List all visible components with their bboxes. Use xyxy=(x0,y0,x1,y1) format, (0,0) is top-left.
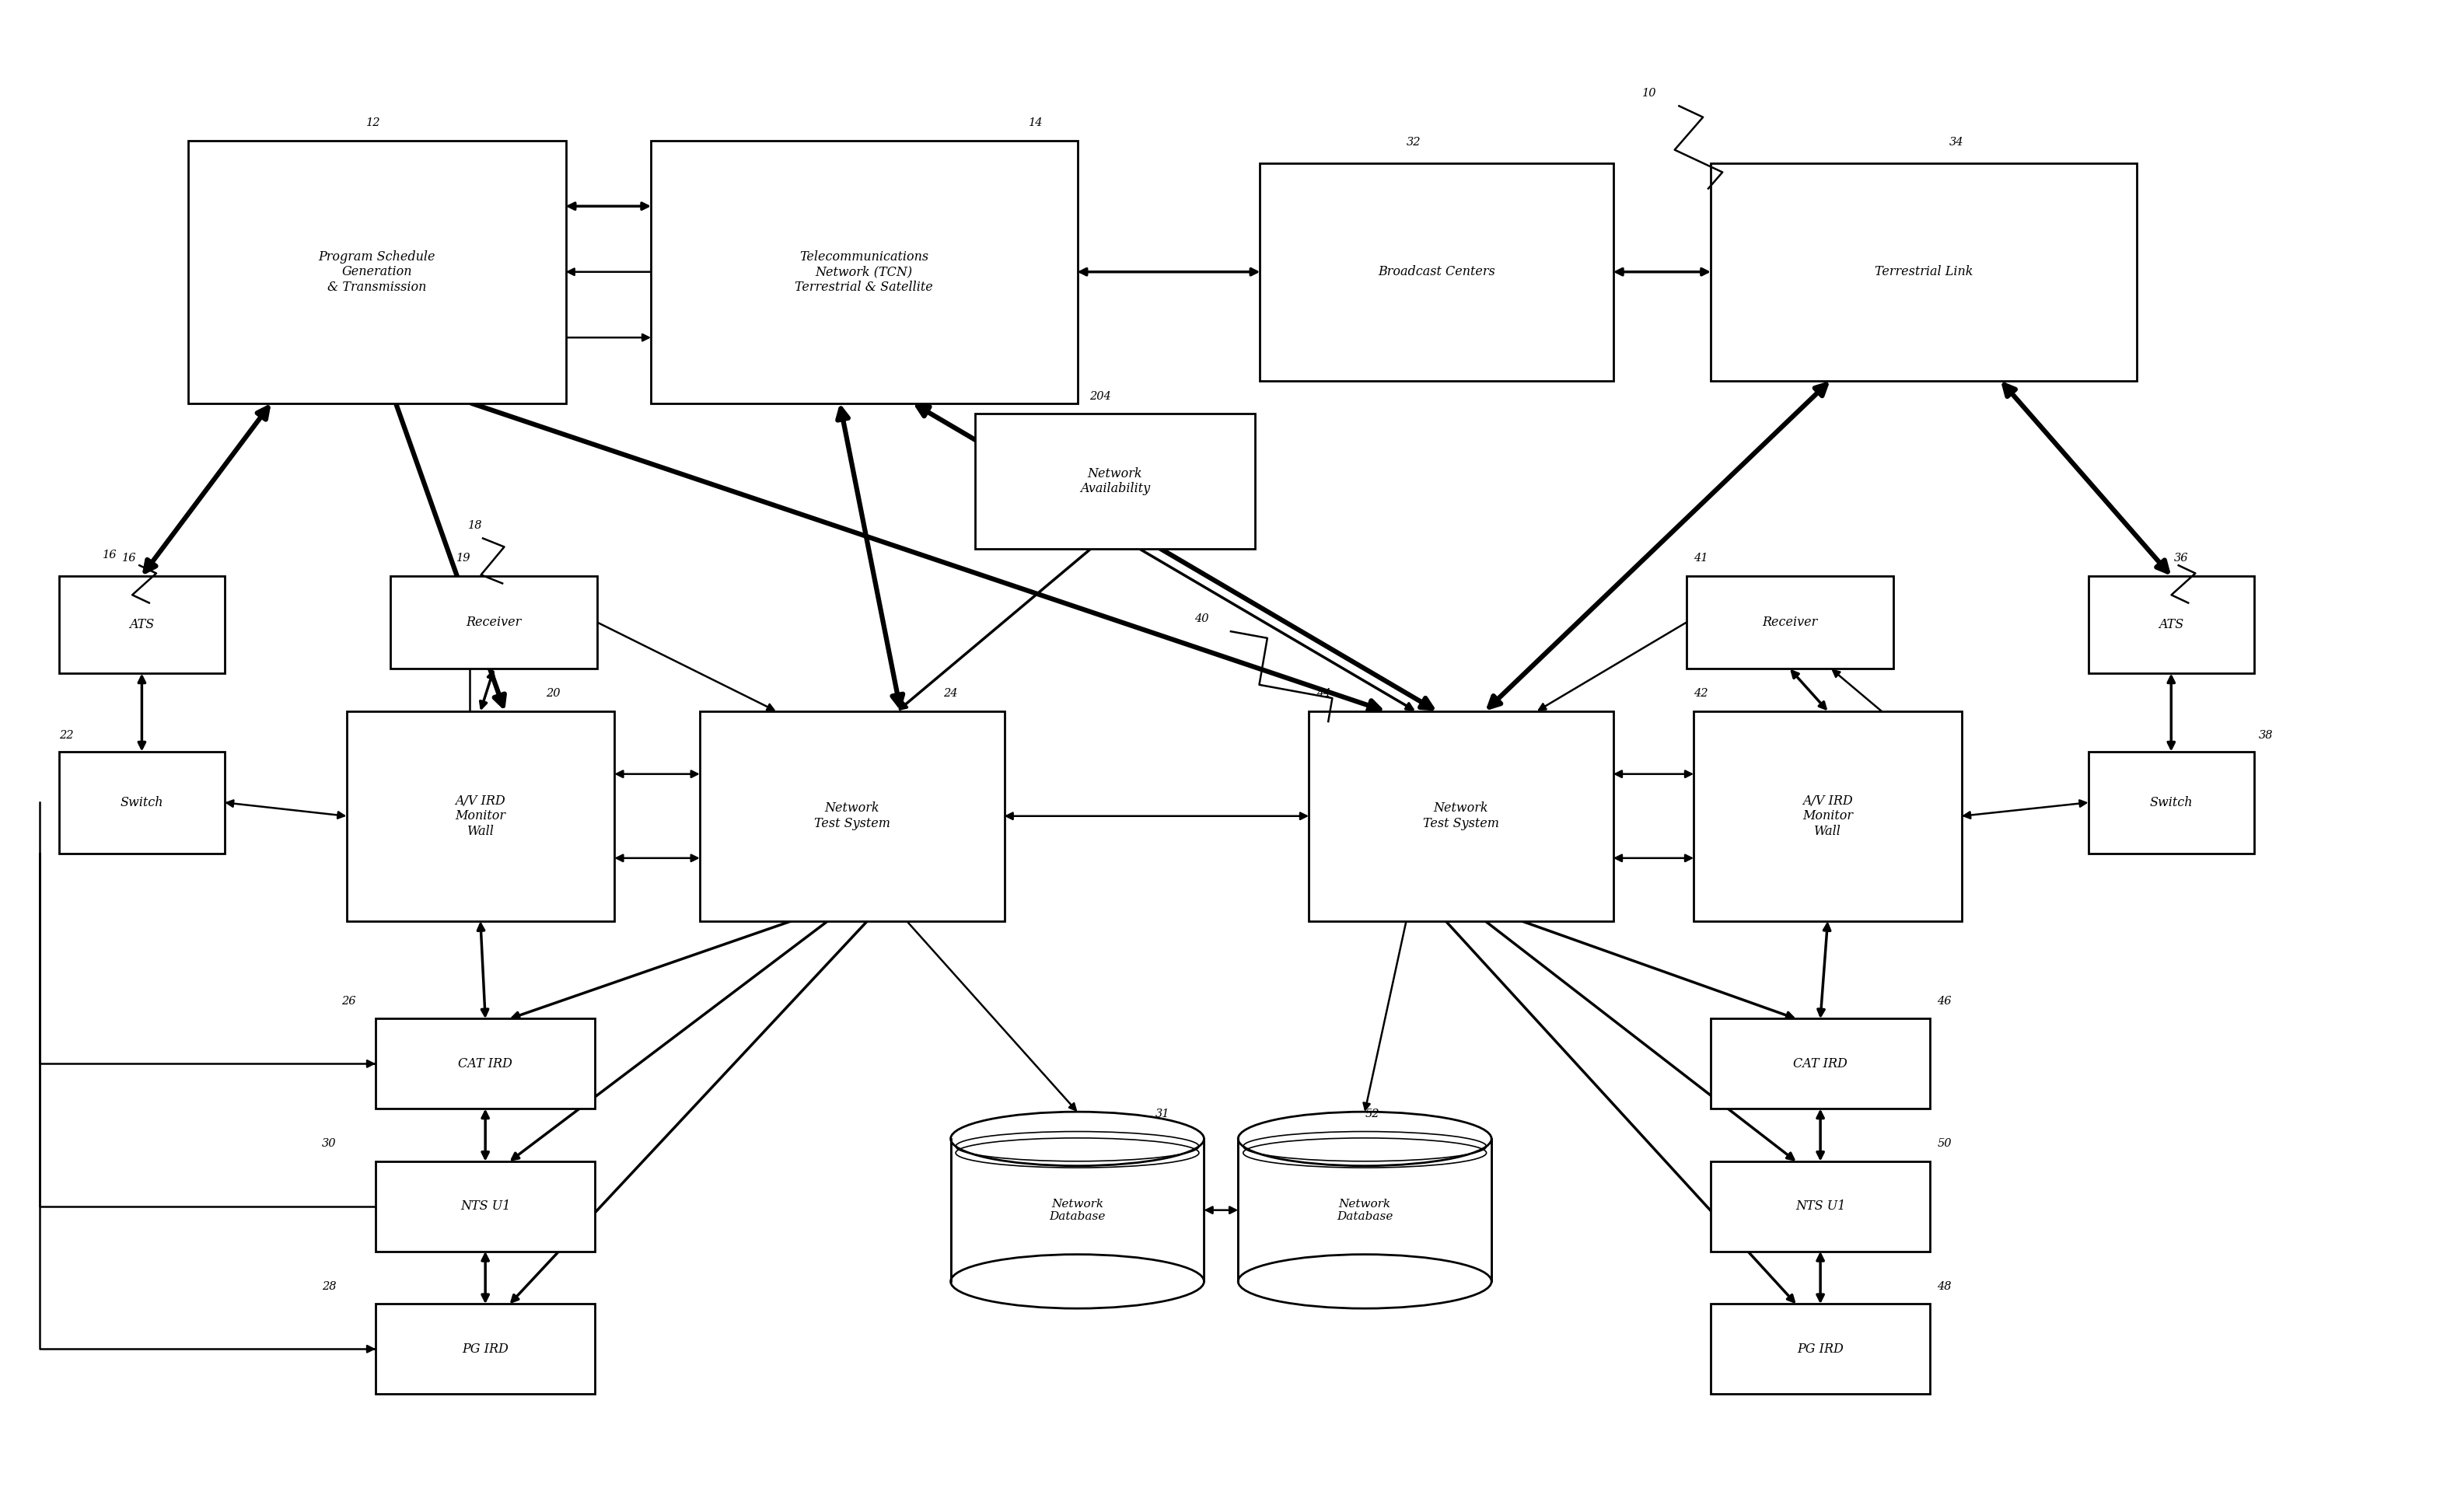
Text: 20: 20 xyxy=(546,688,560,699)
FancyBboxPatch shape xyxy=(377,1019,595,1108)
Text: Network
Test System: Network Test System xyxy=(815,801,891,830)
Ellipse shape xyxy=(1238,1255,1493,1308)
FancyBboxPatch shape xyxy=(377,1303,595,1394)
Text: A/V IRD
Monitor
Wall: A/V IRD Monitor Wall xyxy=(455,794,507,838)
Text: 22: 22 xyxy=(59,730,73,741)
Text: Network
Database: Network Database xyxy=(1336,1199,1392,1222)
Ellipse shape xyxy=(1238,1111,1493,1166)
Text: Receiver: Receiver xyxy=(467,615,521,629)
Text: 30: 30 xyxy=(323,1139,338,1149)
Text: 12: 12 xyxy=(367,118,379,129)
FancyBboxPatch shape xyxy=(1309,711,1613,921)
Text: 38: 38 xyxy=(2259,730,2273,741)
Text: Program Schedule
Generation
& Transmission: Program Schedule Generation & Transmissi… xyxy=(318,249,436,293)
Text: 10: 10 xyxy=(1642,88,1657,98)
Text: 50: 50 xyxy=(1938,1139,1953,1149)
Text: PG IRD: PG IRD xyxy=(462,1343,509,1356)
Text: 34: 34 xyxy=(1950,138,1965,148)
Text: Switch: Switch xyxy=(120,795,164,809)
Text: 32: 32 xyxy=(1407,138,1422,148)
FancyBboxPatch shape xyxy=(1693,711,1962,921)
FancyBboxPatch shape xyxy=(59,751,225,854)
Text: 16: 16 xyxy=(103,550,117,561)
Text: 46: 46 xyxy=(1938,996,1953,1007)
FancyBboxPatch shape xyxy=(1686,576,1894,668)
Text: 48: 48 xyxy=(1938,1281,1953,1291)
FancyBboxPatch shape xyxy=(377,1161,595,1252)
FancyBboxPatch shape xyxy=(2087,576,2254,673)
Text: 36: 36 xyxy=(2173,553,2188,564)
FancyBboxPatch shape xyxy=(188,141,565,404)
Ellipse shape xyxy=(949,1111,1204,1166)
Text: 19: 19 xyxy=(455,553,470,564)
Text: ATS: ATS xyxy=(130,618,154,631)
Text: NTS U1: NTS U1 xyxy=(1796,1199,1845,1213)
Text: 42: 42 xyxy=(1693,688,1708,699)
Text: 16: 16 xyxy=(122,553,137,564)
Ellipse shape xyxy=(949,1255,1204,1308)
Text: Terrestrial Link: Terrestrial Link xyxy=(1874,265,1972,278)
FancyBboxPatch shape xyxy=(347,711,614,921)
FancyBboxPatch shape xyxy=(651,141,1077,404)
Text: 18: 18 xyxy=(467,520,482,531)
Text: A/V IRD
Monitor
Wall: A/V IRD Monitor Wall xyxy=(1803,794,1852,838)
Text: NTS U1: NTS U1 xyxy=(460,1199,511,1213)
Text: Switch: Switch xyxy=(2148,795,2193,809)
FancyBboxPatch shape xyxy=(974,414,1255,549)
Text: Network
Availability: Network Availability xyxy=(1079,467,1150,496)
Text: 52: 52 xyxy=(1365,1108,1380,1119)
Text: Receiver: Receiver xyxy=(1762,615,1818,629)
Text: 26: 26 xyxy=(343,996,355,1007)
Text: 204: 204 xyxy=(1089,390,1111,402)
Text: 31: 31 xyxy=(1155,1108,1170,1119)
Text: ATS: ATS xyxy=(2158,618,2183,631)
Text: Telecommunications
Network (TCN)
Terrestrial & Satellite: Telecommunications Network (TCN) Terrest… xyxy=(795,249,932,293)
FancyBboxPatch shape xyxy=(1710,1019,1931,1108)
Text: 41: 41 xyxy=(1693,553,1708,564)
Text: Network
Test System: Network Test System xyxy=(1424,801,1500,830)
FancyBboxPatch shape xyxy=(1710,1303,1931,1394)
Text: CAT IRD: CAT IRD xyxy=(458,1057,511,1070)
FancyBboxPatch shape xyxy=(1710,1161,1931,1252)
FancyBboxPatch shape xyxy=(1260,163,1613,381)
FancyBboxPatch shape xyxy=(2087,751,2254,854)
Text: PG IRD: PG IRD xyxy=(1796,1343,1843,1356)
FancyBboxPatch shape xyxy=(1710,163,2136,381)
Text: Network
Database: Network Database xyxy=(1050,1199,1106,1222)
Text: 14: 14 xyxy=(1028,118,1042,129)
Text: 28: 28 xyxy=(323,1281,338,1291)
FancyBboxPatch shape xyxy=(949,1139,1204,1282)
Text: Broadcast Centers: Broadcast Centers xyxy=(1378,265,1495,278)
FancyBboxPatch shape xyxy=(1238,1139,1493,1282)
Text: CAT IRD: CAT IRD xyxy=(1794,1057,1847,1070)
FancyBboxPatch shape xyxy=(59,576,225,673)
FancyBboxPatch shape xyxy=(700,711,1003,921)
Text: 44: 44 xyxy=(1316,688,1331,699)
Text: 24: 24 xyxy=(945,688,957,699)
FancyBboxPatch shape xyxy=(392,576,597,668)
Text: 40: 40 xyxy=(1194,612,1209,624)
